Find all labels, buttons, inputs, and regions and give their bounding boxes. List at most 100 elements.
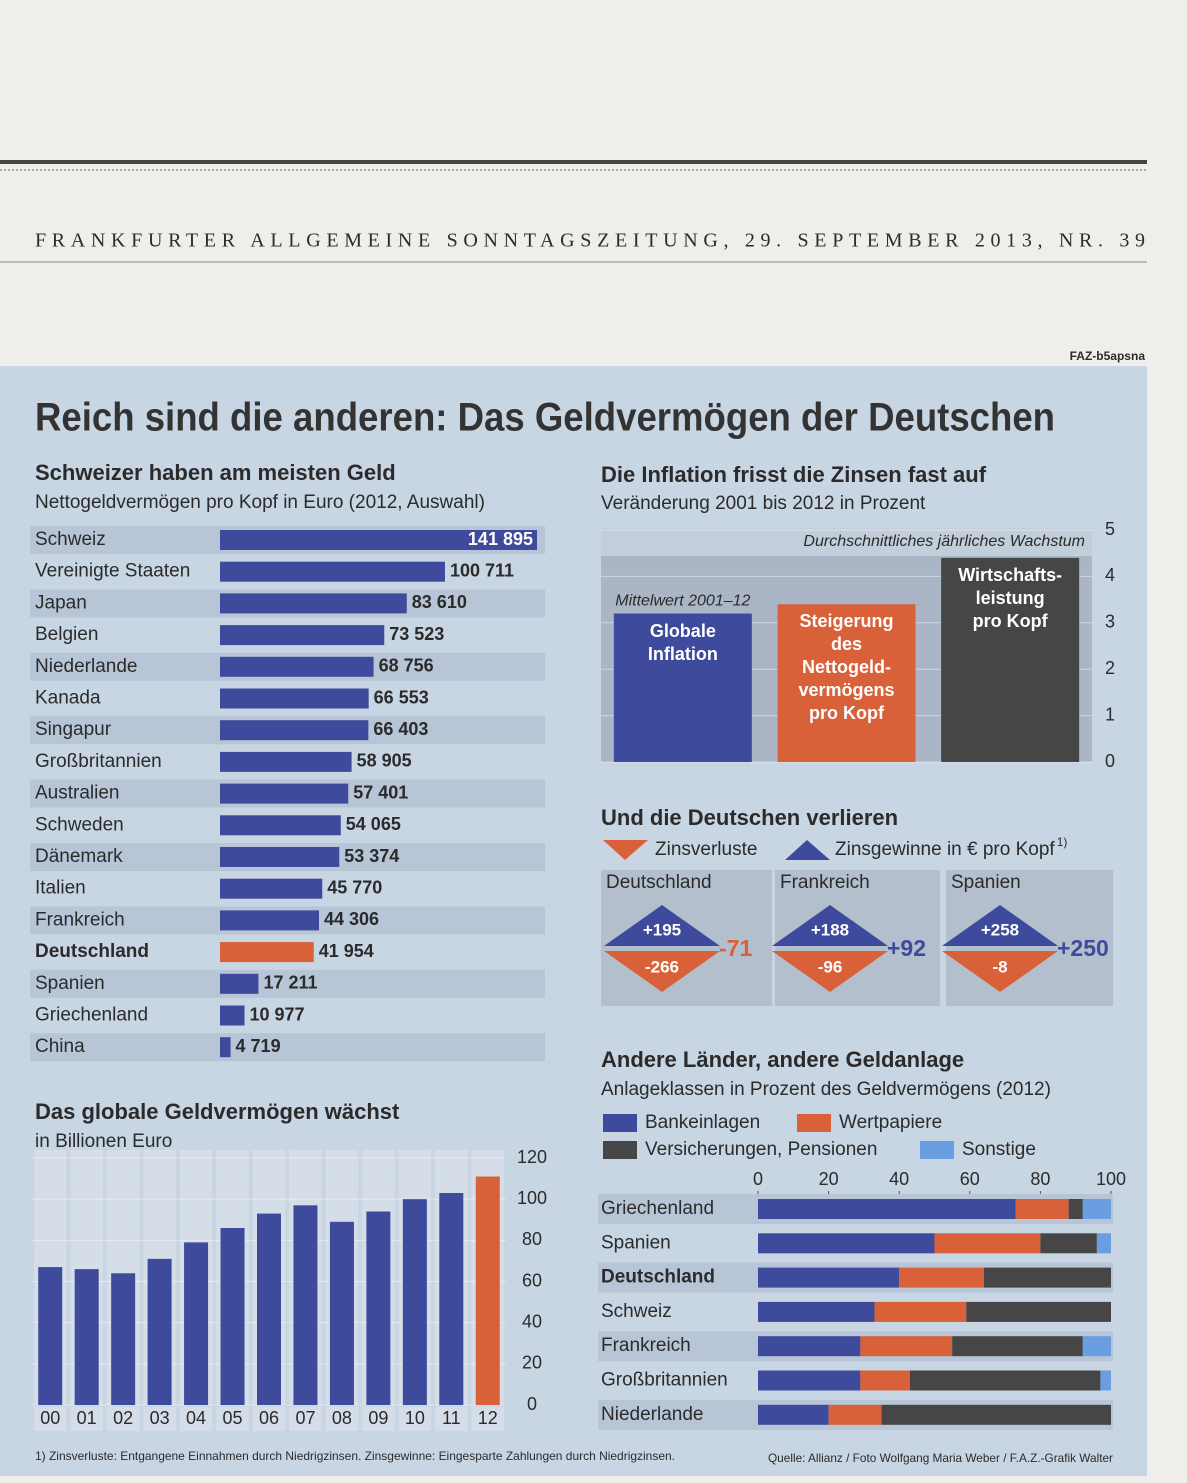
bar xyxy=(613,613,752,762)
bar-segment xyxy=(860,1336,953,1357)
row-stripe xyxy=(30,969,545,998)
category-label: Italien xyxy=(35,878,86,899)
net-label: +250 xyxy=(1057,935,1109,961)
bar-segment xyxy=(874,1301,967,1322)
value-label: 73 523 xyxy=(389,624,444,644)
x-tick-label: 07 xyxy=(295,1408,315,1428)
bar-label: Wirtschafts- leistung pro Kopf xyxy=(958,564,1063,631)
value-label: 53 374 xyxy=(344,846,399,866)
value-label: 141 895 xyxy=(468,529,533,549)
y-tick-label: 1 xyxy=(1105,704,1115,724)
bar xyxy=(220,973,259,994)
category-label: Schweiz xyxy=(601,1301,672,1322)
bar xyxy=(329,1221,354,1405)
label-bg xyxy=(252,1407,286,1431)
category-label: Frankreich xyxy=(780,872,870,893)
category-label: Schweden xyxy=(35,814,124,835)
x-tick-label: 100 xyxy=(1096,1169,1126,1189)
y-tick-label: 4 xyxy=(1105,565,1115,585)
value-label: +195 xyxy=(643,920,681,939)
category-label: Australien xyxy=(35,783,120,804)
x-tick-label: 05 xyxy=(223,1408,243,1428)
value-label: -8 xyxy=(992,957,1007,976)
legend-swatch xyxy=(797,1114,831,1132)
bar xyxy=(220,1037,231,1058)
value-label: 58 905 xyxy=(357,751,412,771)
bar-segment xyxy=(758,1301,875,1322)
value-label: 17 211 xyxy=(263,973,317,993)
x-tick-label: 03 xyxy=(150,1408,170,1428)
bar xyxy=(220,1227,245,1405)
footnote: 1) Zinsverluste: Entgangene Einnahmen du… xyxy=(35,1449,675,1463)
y-tick-label: 5 xyxy=(1105,519,1115,539)
bar xyxy=(111,1273,136,1405)
bar xyxy=(220,593,407,614)
x-tick-label: 04 xyxy=(186,1408,206,1428)
bar xyxy=(220,910,319,931)
category-label: Japan xyxy=(35,592,87,613)
chart-title: Und die Deutschen verlieren xyxy=(601,805,898,830)
x-tick-label: 01 xyxy=(77,1408,97,1428)
label-bg xyxy=(216,1407,249,1431)
value-label: -96 xyxy=(818,957,843,976)
bar-segment xyxy=(983,1267,1111,1288)
category-label: Spanien xyxy=(601,1232,671,1253)
label-bg xyxy=(179,1407,213,1431)
bar-segment xyxy=(1068,1199,1083,1219)
category-label: Niederlande xyxy=(601,1404,703,1425)
y-tick-label: 80 xyxy=(522,1229,542,1249)
label-bg xyxy=(143,1407,176,1431)
value-label: 68 756 xyxy=(379,656,434,676)
bar xyxy=(439,1192,464,1405)
x-tick-label: 40 xyxy=(889,1169,909,1189)
bar xyxy=(220,530,537,550)
x-tick-label: 60 xyxy=(960,1169,980,1189)
y-tick-label: 0 xyxy=(1105,751,1115,771)
bar-segment xyxy=(934,1233,1041,1254)
legend-note: 1) xyxy=(1057,835,1068,849)
label-bg xyxy=(34,1407,67,1431)
net-label: +92 xyxy=(887,935,926,961)
bar xyxy=(220,878,323,899)
value-label: 4 719 xyxy=(236,1036,281,1056)
y-tick-label: 0 xyxy=(527,1394,537,1414)
legend-marker xyxy=(785,840,830,860)
bar-segment xyxy=(1082,1336,1111,1357)
category-label: Kanada xyxy=(35,688,101,709)
bar xyxy=(74,1269,99,1405)
bar-segment xyxy=(1082,1199,1111,1219)
category-label: Deutschland xyxy=(606,872,712,893)
label-bg xyxy=(289,1407,322,1431)
bar xyxy=(220,688,369,709)
bar-segment xyxy=(758,1267,900,1288)
label-bg xyxy=(398,1407,432,1431)
x-tick-label: 06 xyxy=(259,1408,279,1428)
rule xyxy=(0,160,1147,164)
category-label: Frankreich xyxy=(35,909,125,930)
value-label: +188 xyxy=(811,920,849,939)
bar-segment xyxy=(758,1336,861,1357)
code: FAZ-b5apsna xyxy=(1070,349,1146,363)
value-label: 83 610 xyxy=(412,592,467,612)
loss-triangle xyxy=(604,951,720,992)
y-tick-label: 20 xyxy=(522,1353,542,1373)
value-label: -266 xyxy=(645,957,679,976)
bar-segment xyxy=(758,1404,829,1425)
value-label: 57 401 xyxy=(353,782,408,802)
y-tick-label: 100 xyxy=(517,1188,547,1208)
x-tick-label: 0 xyxy=(753,1169,763,1189)
category-label: Schweiz xyxy=(35,529,106,550)
category-label: Griechenland xyxy=(601,1198,714,1219)
bar xyxy=(184,1242,209,1405)
gain-triangle xyxy=(942,905,1058,946)
bar xyxy=(220,783,349,804)
annotation: Mittelwert 2001–12 xyxy=(615,593,750,610)
legend-label: Sonstige xyxy=(962,1139,1036,1160)
value-label: +258 xyxy=(981,920,1019,939)
value-label: 45 770 xyxy=(327,877,382,897)
y-tick-label: 40 xyxy=(522,1311,542,1331)
bar xyxy=(220,847,340,867)
value-label: 66 553 xyxy=(374,687,429,707)
